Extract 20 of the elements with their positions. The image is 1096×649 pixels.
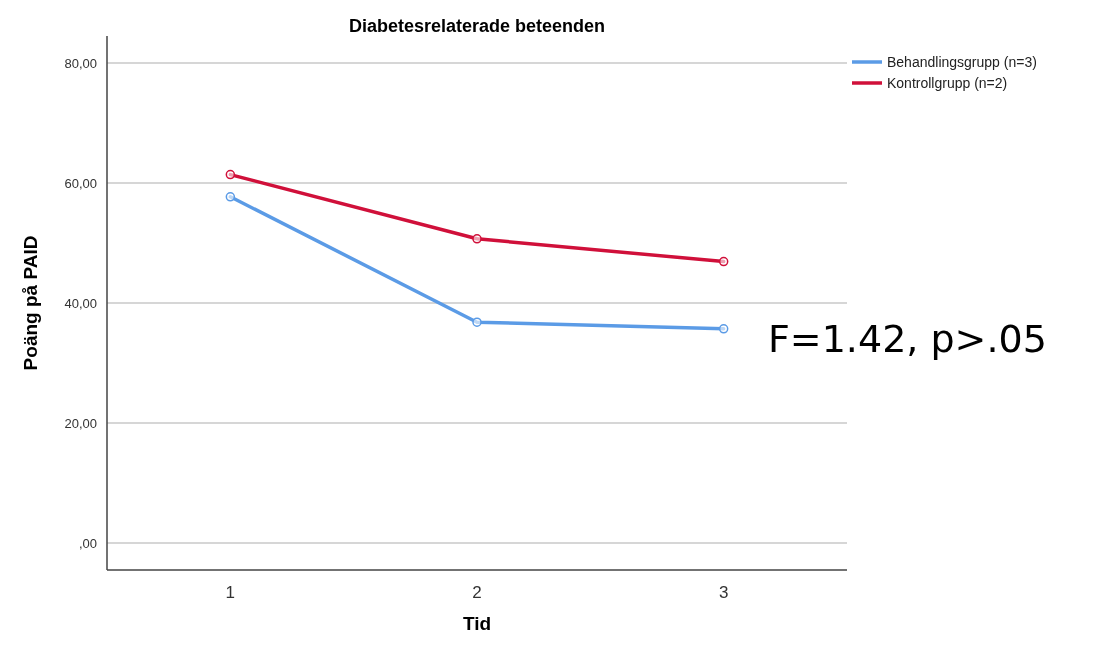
legend-label: Kontrollgrupp (n=2) bbox=[887, 74, 1008, 91]
x-axis-title: Tid bbox=[462, 613, 492, 634]
point bbox=[718, 324, 729, 334]
x-tick-label: 3 bbox=[718, 583, 729, 602]
point bbox=[225, 169, 236, 180]
y-tick-label: ,00 bbox=[78, 535, 97, 551]
y-tick-label: 40,00 bbox=[64, 295, 97, 311]
y-tick-label: 60,00 bbox=[64, 175, 97, 191]
y-tick-label: 20,00 bbox=[64, 415, 97, 431]
legend-label: Behandlingsgrupp (n=3) bbox=[887, 53, 1037, 70]
x-tick-label: 1 bbox=[225, 583, 236, 602]
point bbox=[225, 192, 236, 202]
point bbox=[718, 256, 729, 267]
chart-title: Diabetesrelaterade beteenden bbox=[348, 16, 606, 36]
x-tick-label: 2 bbox=[472, 583, 482, 602]
y-tick-label: 80,00 bbox=[64, 55, 97, 71]
annotation: F=1.42, p>.05 bbox=[768, 317, 1047, 361]
y-axis-title: Poäng på PAID bbox=[20, 235, 41, 371]
point bbox=[472, 317, 482, 327]
point bbox=[472, 234, 482, 244]
